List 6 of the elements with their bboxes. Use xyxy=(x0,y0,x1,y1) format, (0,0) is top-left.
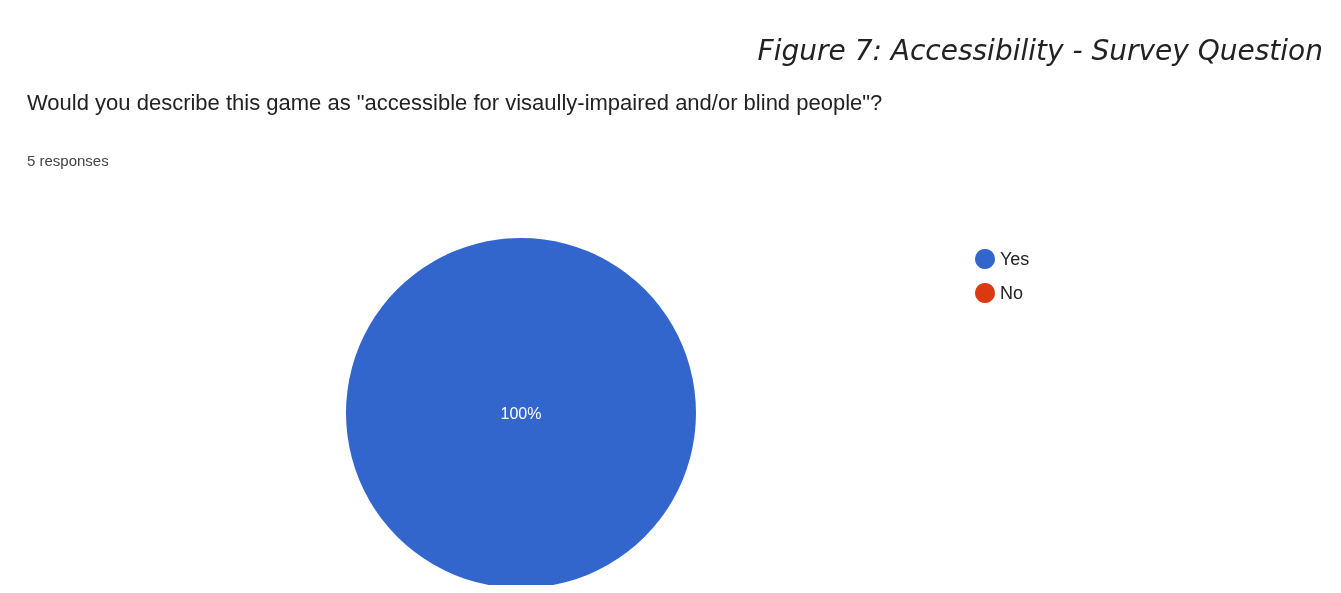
legend-label: Yes xyxy=(1000,249,1030,269)
legend-label: No xyxy=(1000,283,1024,303)
caption: Figure 7: Accessibility - Survey Question xyxy=(757,33,1324,67)
text: 5 responses xyxy=(27,152,109,169)
data-label: 100% xyxy=(500,404,542,422)
chart-title: Would you describe this game as "accessible for visaully-impaired and/or blind people"? xyxy=(27,89,883,115)
